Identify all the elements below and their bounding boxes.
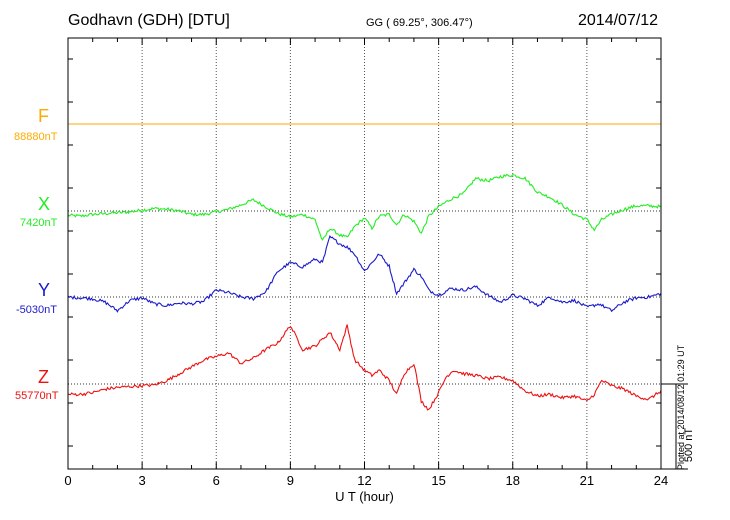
scale-bar-label: 500 nT xyxy=(683,428,695,463)
x-tick-label-24: 24 xyxy=(654,473,668,488)
series-line-Z xyxy=(67,324,662,411)
series-line-X xyxy=(67,173,662,241)
axis-ticks xyxy=(67,38,662,469)
x-tick-label-3: 3 xyxy=(139,473,146,488)
date-label: 2014/07/12 xyxy=(578,12,659,29)
grid-lines xyxy=(141,38,588,469)
series-line-Y xyxy=(67,234,662,313)
x-tick-label-18: 18 xyxy=(506,473,520,488)
x-tick-label-15: 15 xyxy=(431,473,445,488)
plotted-timestamp: Plotted at 2014/08/12 01:29 UT xyxy=(676,344,686,470)
baseline-F: 88880nT xyxy=(14,131,58,143)
x-tick-label-9: 9 xyxy=(287,473,294,488)
component-label-Z: Z xyxy=(38,367,49,387)
x-tick-label-21: 21 xyxy=(580,473,594,488)
baseline-Y: -5030nT xyxy=(16,304,57,316)
baseline-X: 7420nT xyxy=(20,217,58,229)
geographic-coordinates: GG ( 69.25°, 306.47°) xyxy=(366,17,473,29)
component-label-F: F xyxy=(38,106,49,126)
x-tick-labels: 0 3 6 9 12 15 18 21 24 xyxy=(64,473,668,488)
x-tick-label-0: 0 xyxy=(64,473,71,488)
series-traces xyxy=(67,123,662,411)
x-tick-label-6: 6 xyxy=(213,473,220,488)
component-label-Y: Y xyxy=(38,280,51,300)
scale-bar: 500 nT xyxy=(661,383,695,470)
component-label-X: X xyxy=(38,194,51,214)
station-title: Godhavn (GDH) [DTU] xyxy=(68,12,230,29)
x-axis-label: U T (hour) xyxy=(335,489,394,504)
baseline-Z: 55770nT xyxy=(15,390,59,402)
x-tick-label-12: 12 xyxy=(357,473,371,488)
